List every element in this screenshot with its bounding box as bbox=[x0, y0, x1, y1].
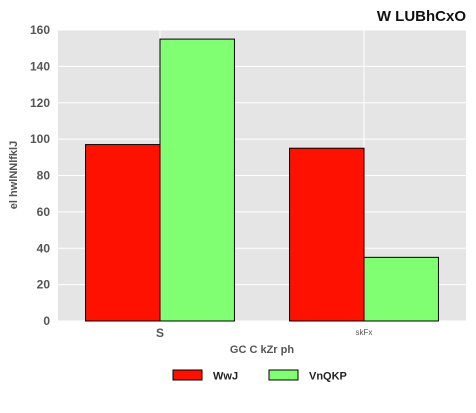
y-tick-label-3: 60 bbox=[37, 205, 51, 219]
plot-area: 0 20 40 60 80 100 120 140 160 S skFx bbox=[30, 23, 466, 340]
y-tick-label-8: 160 bbox=[30, 23, 50, 37]
x-tick-label-1: skFx bbox=[356, 328, 373, 337]
x-tick-label-0: S bbox=[156, 326, 164, 340]
bar-WwJ-S bbox=[85, 144, 161, 322]
legend-swatch-VnQKP bbox=[268, 369, 299, 381]
y-axis-label: el hwlNNlfklJ bbox=[8, 141, 20, 209]
y-tick-label-0: 0 bbox=[43, 314, 50, 328]
legend: WwJ VnQKP bbox=[172, 369, 347, 383]
y-tick-label-4: 80 bbox=[37, 169, 51, 183]
y-tick-label-2: 40 bbox=[37, 241, 51, 255]
legend-label-WwJ: WwJ bbox=[213, 371, 238, 383]
y-tick-label-5: 100 bbox=[30, 132, 50, 146]
y-tick-label-7: 140 bbox=[30, 59, 50, 73]
x-axis-label: GC C kZr ph bbox=[230, 344, 294, 356]
bar-VnQKP-skFx bbox=[363, 256, 439, 322]
y-tick-label-1: 20 bbox=[37, 278, 51, 292]
bar-WwJ-skFx bbox=[289, 147, 365, 322]
legend-swatch-WwJ bbox=[172, 369, 203, 381]
chart-title: W LUBhCxO bbox=[377, 8, 466, 25]
legend-label-VnQKP: VnQKP bbox=[309, 371, 347, 383]
y-tick-label-6: 120 bbox=[30, 96, 50, 110]
bar-VnQKP-S bbox=[159, 38, 235, 322]
